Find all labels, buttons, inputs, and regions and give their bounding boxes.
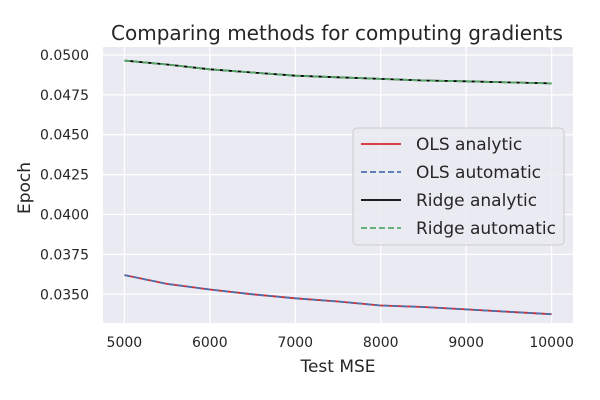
y-tick-label: 0.0375 [40, 247, 89, 263]
x-tick-label: 5000 [107, 335, 143, 351]
x-tick-label: 6000 [192, 335, 228, 351]
legend-label: OLS analytic [416, 135, 522, 155]
y-tick-label: 0.0400 [40, 208, 89, 224]
y-tick-label: 0.0475 [40, 88, 89, 104]
legend-label: OLS automatic [416, 163, 541, 183]
series-line-ridge-automatic [124, 59, 552, 85]
y-tick-label: 0.0350 [40, 287, 89, 303]
y-tick-label: 0.0450 [40, 128, 89, 144]
legend-label: Ridge automatic [416, 219, 556, 239]
legend: OLS analytic OLS automatic Ridge analytic R… [352, 127, 565, 246]
x-axis-ticks: 5000 6000 7000 8000 9000 10000 [107, 335, 574, 351]
chart-title: Comparing methods for computing gradient… [111, 21, 563, 45]
legend-box [352, 127, 565, 246]
series-lines [124, 59, 552, 316]
x-tick-label: 8000 [363, 335, 399, 351]
y-tick-label: 0.0425 [40, 168, 89, 184]
y-tick-label: 0.0500 [40, 48, 89, 64]
x-tick-label: 10000 [529, 335, 574, 351]
legend-label: Ridge analytic [416, 191, 537, 211]
x-tick-label: 9000 [448, 335, 484, 351]
x-axis-label: Test MSE [299, 357, 375, 377]
series-line-ols-automatic [124, 274, 552, 316]
y-axis-label: Epoch [15, 162, 35, 214]
x-tick-label: 7000 [277, 335, 313, 351]
y-axis-ticks: 0.0350 0.0375 0.0400 0.0425 0.0450 0.0475 0.05… [40, 48, 89, 303]
